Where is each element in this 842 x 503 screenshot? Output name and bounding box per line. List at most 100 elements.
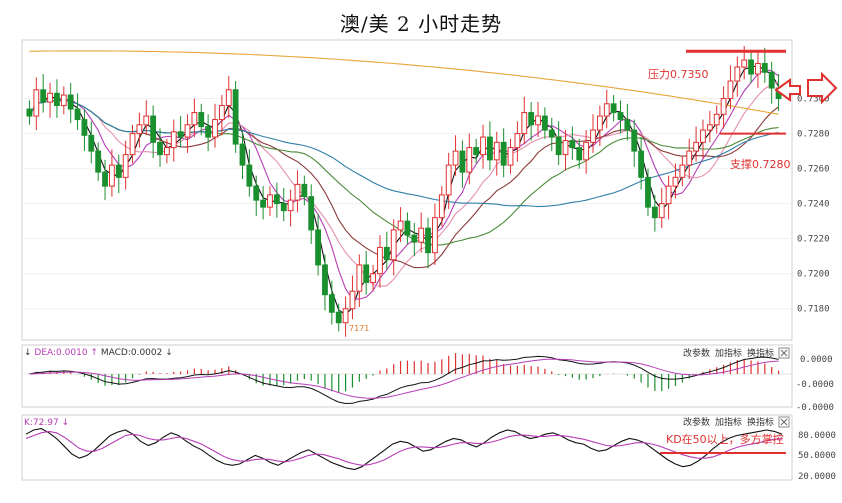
- candle-body: [273, 194, 280, 205]
- candle-body: [713, 113, 720, 126]
- candle-body: [473, 147, 480, 156]
- kd-edit-params-button[interactable]: 改参数: [683, 416, 710, 428]
- macd-panel-frame: [21, 344, 793, 408]
- candle-body: [335, 311, 342, 324]
- kd-panel-frame: [21, 414, 793, 481]
- candle: [315, 214, 321, 276]
- candle: [720, 86, 727, 129]
- candle: [349, 275, 356, 320]
- candle-body: [163, 147, 170, 156]
- candle-body: [177, 131, 184, 138]
- candle-body: [81, 119, 88, 136]
- candle: [40, 74, 47, 113]
- candle: [301, 175, 308, 206]
- candle: [638, 137, 645, 190]
- candle: [294, 170, 301, 213]
- candle-body: [191, 112, 198, 126]
- candle: [727, 65, 734, 110]
- candle: [136, 112, 143, 148]
- macd-lines: [29, 355, 779, 405]
- macd-edit-params-button[interactable]: 改参数: [683, 347, 710, 359]
- candle: [541, 107, 548, 139]
- candle-body: [459, 150, 466, 173]
- dea-legend: ↓ DEA:0.0010 ↑ MACD:0.0002 ↓: [24, 348, 173, 358]
- candle: [81, 109, 88, 152]
- candle-body: [679, 164, 686, 178]
- candle-body: [480, 136, 486, 156]
- candle-body: [748, 59, 754, 75]
- candle-body: [755, 63, 761, 75]
- candle-body: [115, 164, 122, 178]
- candle: [33, 77, 40, 131]
- candle: [246, 149, 253, 197]
- candle: [624, 103, 631, 141]
- candle-body: [157, 141, 163, 156]
- macd-add-indicator-button[interactable]: 加指标: [715, 347, 742, 359]
- candle-body: [541, 115, 548, 131]
- macd-close-icon[interactable]: [778, 347, 790, 359]
- candle-body: [631, 129, 638, 152]
- candle: [425, 217, 431, 269]
- candle: [60, 86, 67, 115]
- candle: [521, 96, 528, 145]
- candle: [610, 95, 617, 122]
- candle-body: [363, 264, 370, 283]
- candle: [590, 114, 596, 153]
- candle: [528, 102, 535, 141]
- candle: [390, 219, 397, 276]
- candle-body: [603, 103, 610, 117]
- candle: [404, 212, 411, 244]
- candle: [273, 182, 280, 218]
- candle: [672, 163, 679, 199]
- candle: [645, 168, 651, 216]
- candle: [363, 250, 370, 295]
- candle-body: [432, 217, 438, 254]
- candle-body: [768, 71, 775, 89]
- candle-body: [74, 108, 81, 121]
- candle: [212, 103, 218, 148]
- candle: [459, 140, 466, 188]
- candle-body: [280, 203, 287, 212]
- support-resistance: [686, 49, 786, 135]
- kd-switch-indicator-button[interactable]: 换指标: [747, 416, 774, 428]
- candle-body: [54, 92, 60, 107]
- candle: [755, 51, 761, 89]
- candle-body: [596, 115, 603, 131]
- candle-body: [150, 115, 157, 143]
- candle: [706, 110, 713, 143]
- candle: [761, 47, 768, 83]
- ma-long-line: [29, 50, 779, 115]
- candle-body: [322, 264, 328, 296]
- candle-body: [535, 115, 541, 126]
- candle-body: [218, 105, 225, 121]
- candle-body: [720, 98, 727, 115]
- candle-body: [507, 147, 514, 166]
- candle-body: [672, 176, 679, 187]
- kd-close-icon[interactable]: [778, 416, 790, 428]
- candle: [665, 175, 672, 220]
- candle-body: [555, 136, 562, 156]
- kd-legend-text: K:72.97: [24, 418, 59, 428]
- candle-body: [528, 112, 535, 126]
- dif-line: [29, 355, 779, 405]
- candle-body: [308, 196, 315, 231]
- candle-body: [287, 199, 294, 212]
- candle: [260, 186, 267, 220]
- price-tick-6: 0.7180: [797, 305, 830, 315]
- candle: [418, 212, 425, 253]
- candle-body: [418, 227, 425, 243]
- candle: [328, 280, 335, 325]
- candle: [700, 119, 706, 159]
- candle: [74, 93, 81, 131]
- candle: [686, 138, 693, 180]
- candle: [466, 133, 473, 185]
- moving-average-lines: [28, 50, 780, 316]
- kd-add-indicator-button[interactable]: 加指标: [715, 416, 742, 428]
- candle-body: [383, 246, 390, 261]
- macd-switch-indicator-button[interactable]: 换指标: [747, 347, 774, 359]
- candle: [129, 124, 136, 164]
- candle: [239, 131, 246, 180]
- candle: [163, 138, 170, 164]
- candle-body: [377, 246, 383, 275]
- candle-body: [60, 94, 67, 107]
